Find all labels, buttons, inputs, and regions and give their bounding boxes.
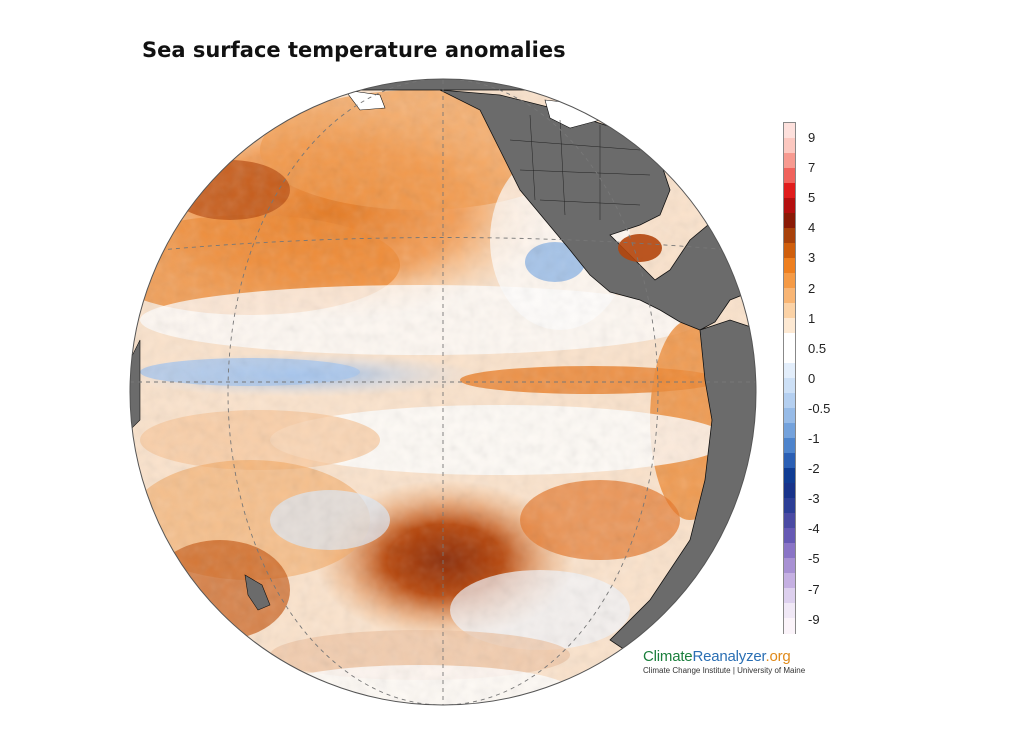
colorbar-tick-label: -3 bbox=[808, 491, 820, 507]
graticule bbox=[130, 79, 756, 705]
colorbar-segment bbox=[784, 438, 795, 454]
colorbar-segment bbox=[784, 288, 795, 304]
colorbar-segment bbox=[784, 183, 795, 199]
colorbar-segment bbox=[784, 408, 795, 424]
colorbar-segment bbox=[784, 168, 795, 184]
colorbar-segment bbox=[784, 618, 795, 634]
colorbar-tick-label: -7 bbox=[808, 581, 820, 597]
colorbar-tick-label: 5 bbox=[808, 190, 816, 206]
colorbar-segment bbox=[784, 468, 795, 484]
colorbar-tick-label: -0.5 bbox=[808, 400, 831, 416]
colorbar-segment bbox=[784, 198, 795, 214]
colorbar-segment bbox=[784, 513, 795, 529]
colorbar-tick-label: 9 bbox=[808, 130, 816, 145]
colorbar-segment bbox=[784, 348, 795, 364]
colorbar-segment bbox=[784, 303, 795, 319]
colorbar-segment bbox=[784, 243, 795, 259]
colorbar-segment bbox=[784, 558, 795, 574]
colorbar-segment bbox=[784, 573, 795, 589]
colorbar-tick-label: 3 bbox=[808, 250, 816, 266]
colorbar-segment bbox=[784, 498, 795, 514]
colorbar bbox=[783, 122, 796, 634]
branding: ClimateReanalyzer.org Climate Change Ins… bbox=[643, 648, 805, 675]
brand-name: ClimateReanalyzer.org bbox=[643, 648, 791, 665]
colorbar-segment bbox=[784, 138, 795, 154]
colorbar-segment bbox=[784, 423, 795, 439]
colorbar-tick-label: 0.5 bbox=[808, 340, 827, 356]
ocean-anomaly-field bbox=[130, 79, 756, 705]
colorbar-segment bbox=[784, 378, 795, 394]
colorbar-tick-label: 7 bbox=[808, 160, 816, 176]
colorbar-segment bbox=[784, 603, 795, 619]
colorbar-segment bbox=[784, 318, 795, 334]
colorbar-segment bbox=[784, 453, 795, 469]
colorbar-segment bbox=[784, 228, 795, 244]
colorbar-tick-label: -2 bbox=[808, 461, 820, 477]
colorbar-tick-label: -4 bbox=[808, 521, 820, 537]
globe-outline bbox=[129, 78, 757, 706]
colorbar-tick-label: 2 bbox=[808, 280, 816, 296]
colorbar-segment bbox=[784, 393, 795, 409]
colorbar-segment bbox=[784, 528, 795, 544]
colorbar-segment bbox=[784, 333, 795, 349]
colorbar-segment bbox=[784, 588, 795, 604]
colorbar-segment bbox=[784, 258, 795, 274]
brand-subtitle: Climate Change Institute | University of… bbox=[643, 666, 806, 675]
colorbar-segment bbox=[784, 273, 795, 289]
colorbar-tick-label: 1 bbox=[808, 310, 816, 326]
colorbar-segment bbox=[784, 153, 795, 169]
colorbar-segment bbox=[784, 363, 795, 379]
colorbar-tick-label: 0 bbox=[808, 370, 816, 386]
map-title: Sea surface temperature anomalies bbox=[142, 38, 566, 62]
colorbar-tick-label: -5 bbox=[808, 551, 820, 567]
colorbar-segment bbox=[784, 543, 795, 559]
colorbar-tick-label: -1 bbox=[808, 431, 820, 446]
colorbar-segment bbox=[784, 123, 795, 139]
colorbar-tick-label: -9 bbox=[808, 611, 820, 627]
colorbar-segment bbox=[784, 213, 795, 229]
land-new-zealand bbox=[244, 574, 271, 611]
colorbar-segment bbox=[784, 483, 795, 499]
colorbar-tick-label: 4 bbox=[808, 220, 816, 236]
